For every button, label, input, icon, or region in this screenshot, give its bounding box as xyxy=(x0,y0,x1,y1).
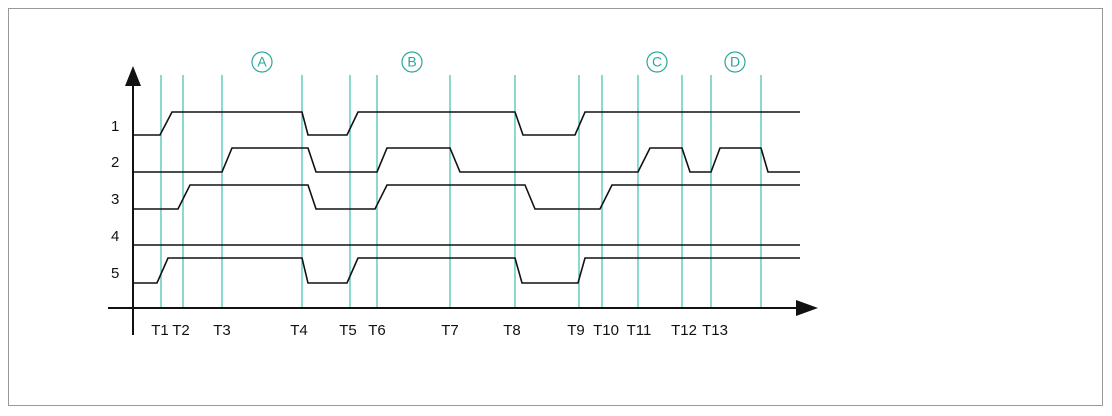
phase-label: C xyxy=(652,54,662,70)
phases: A B C D xyxy=(251,51,746,73)
y-arrow xyxy=(125,66,141,86)
signal-label: 2 xyxy=(111,154,119,171)
signal-label: 1 xyxy=(111,118,119,135)
time-label: T6 xyxy=(368,322,386,339)
time-label: T11 xyxy=(627,322,652,339)
time-label: T1 xyxy=(151,322,169,339)
phase-circle xyxy=(646,51,668,73)
time-label: T5 xyxy=(339,322,357,339)
x-arrow xyxy=(796,300,818,316)
phase-label: B xyxy=(407,54,416,70)
phase-circle xyxy=(724,51,746,73)
signal-labels: 1 2 3 4 5 xyxy=(111,118,119,282)
time-label: T7 xyxy=(441,322,459,339)
time-label: T12 xyxy=(671,322,697,339)
waveform xyxy=(133,147,800,173)
time-label: T8 xyxy=(503,322,521,339)
time-label: T3 xyxy=(213,322,231,339)
phase-label: D xyxy=(730,54,740,70)
time-label: T9 xyxy=(567,322,585,339)
waveform xyxy=(133,111,800,136)
time-lines xyxy=(160,75,762,308)
signal-label: 5 xyxy=(111,265,119,282)
axes xyxy=(108,66,818,335)
waveforms xyxy=(133,111,800,284)
signal-label: 3 xyxy=(111,191,119,208)
waveform xyxy=(133,184,800,210)
phase-label: A xyxy=(257,54,267,70)
phase-circle xyxy=(251,51,273,73)
signal-label: 4 xyxy=(111,228,119,245)
time-label: T2 xyxy=(172,322,190,339)
time-labels: T1 T2 T3 T4 T5 T6 T7 T8 T9 T10 T11 T12 T… xyxy=(151,322,728,339)
time-label: T13 xyxy=(702,322,728,339)
phase-circle xyxy=(401,51,423,73)
frame xyxy=(8,8,1103,406)
time-label: T4 xyxy=(290,322,308,339)
time-label: T10 xyxy=(593,322,619,339)
waveform xyxy=(133,257,800,284)
